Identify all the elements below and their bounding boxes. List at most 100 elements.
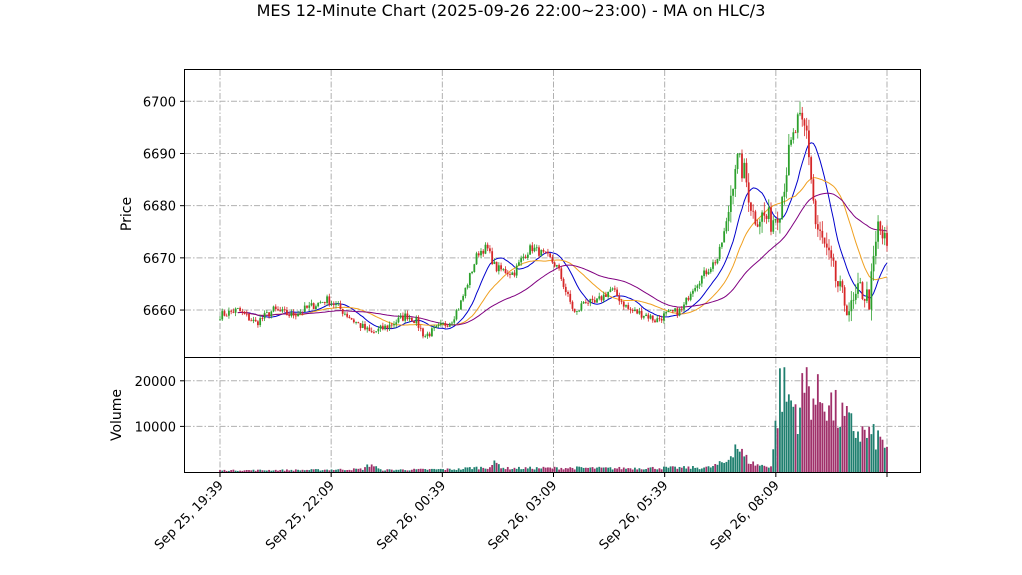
volume-bar-49	[328, 470, 331, 472]
volume-tick-label-10000: 10000	[135, 420, 176, 435]
candle-body-132	[513, 272, 516, 276]
ma-slow-line	[237, 192, 888, 326]
candle-body-121	[489, 248, 491, 252]
volume-bar-181	[622, 467, 625, 472]
volume-bar-160	[576, 466, 578, 472]
volume-bar-175	[609, 467, 612, 472]
volume-bar-298	[883, 447, 886, 472]
candle-body-88	[415, 317, 418, 324]
candle-body-39	[306, 305, 308, 308]
candle-body-54	[339, 303, 342, 309]
volume-bar-266	[812, 398, 815, 472]
candle-body-283	[850, 300, 853, 312]
volume-bar-100	[442, 469, 444, 472]
volume-bar-66	[366, 464, 369, 472]
volume-bar-284	[852, 431, 855, 472]
volume-bar-67	[368, 466, 371, 472]
volume-bar-149	[551, 468, 554, 472]
volume-bar-241	[756, 464, 759, 472]
candle-body-138	[526, 254, 529, 258]
candle-body-241	[756, 224, 759, 227]
candle-body-97	[435, 325, 438, 328]
candle-body-193	[649, 315, 652, 319]
volume-bar-285	[854, 437, 857, 472]
volume-bar-297	[881, 439, 884, 472]
volume-bar-96	[433, 468, 436, 472]
candle-body-185	[631, 309, 634, 312]
volume-bar-203	[671, 466, 674, 472]
x-tick-label-3: Sep 26, 03:09	[485, 478, 560, 553]
chart-title: MES 12-Minute Chart (2025-09-26 22:00~23…	[257, 1, 766, 20]
price-tick-label-6690: 6690	[143, 147, 176, 162]
candle-body-10	[241, 311, 244, 313]
volume-bar-236	[745, 454, 748, 472]
candle-body-118	[482, 250, 485, 254]
candle-body-126	[500, 265, 502, 270]
candle-body-278	[839, 281, 842, 287]
volume-bar-209	[685, 468, 688, 472]
candle-body-251	[779, 218, 781, 223]
volume-bar-125	[497, 464, 500, 472]
volume-bar-170	[598, 466, 601, 472]
candle-body-96	[433, 327, 436, 329]
candle-body-254	[785, 175, 788, 192]
candle-body-179	[618, 296, 621, 302]
volume-bar-41	[310, 469, 313, 472]
volume-bar-190	[642, 469, 645, 472]
price-axis-label: Price	[119, 197, 135, 231]
candle-body-140	[531, 245, 534, 252]
volume-bar-156	[567, 468, 569, 472]
volume-bar-193	[649, 467, 652, 472]
volume-bar-250	[776, 428, 779, 472]
candle-body-270	[821, 230, 824, 238]
candle-body-292	[870, 271, 873, 310]
candle-body-181	[622, 301, 625, 307]
candle-body-61	[355, 322, 357, 323]
candle-body-202	[669, 310, 672, 311]
candle-body-178	[616, 289, 618, 297]
volume-bar-104	[451, 469, 453, 472]
volume-bar-238	[750, 464, 752, 472]
candle-body-33	[292, 312, 295, 316]
volume-bar-246	[767, 467, 770, 472]
candle-body-172	[602, 294, 605, 301]
volume-bar-62	[357, 468, 360, 472]
candle-body-257	[792, 132, 795, 140]
volume-bar-183	[627, 468, 630, 472]
candle-body-26	[277, 309, 279, 311]
volume-bar-223	[716, 464, 719, 472]
volume-bar-277	[837, 427, 839, 472]
candle-body-184	[629, 308, 632, 310]
candle-body-153	[560, 268, 563, 280]
candle-body-250	[776, 218, 779, 223]
candle-body-112	[468, 273, 471, 286]
candle-body-192	[647, 314, 650, 319]
volume-bar-287	[859, 441, 862, 472]
volume-bar-177	[613, 468, 616, 472]
volume-bar-151	[555, 467, 558, 472]
volume-bar-102	[446, 468, 449, 472]
volume-bar-207	[680, 467, 683, 472]
candle-body-60	[352, 319, 355, 323]
candle-body-143	[538, 247, 540, 256]
volume-bar-228	[727, 459, 730, 472]
volume-bar-11	[243, 470, 246, 472]
candle-body-65	[364, 323, 366, 330]
volume-bar-92	[424, 469, 427, 472]
candle-body-219	[707, 272, 710, 275]
candle-body-286	[857, 283, 859, 294]
volume-bar-131	[511, 469, 514, 472]
volume-bar-101	[444, 469, 447, 472]
candle-body-100	[442, 323, 444, 324]
candle-body-284	[852, 299, 855, 301]
volume-bar-264	[808, 386, 810, 472]
candle-body-21	[265, 312, 268, 314]
candle-body-230	[732, 188, 734, 196]
volume-bar-87	[413, 468, 415, 472]
candle-body-129	[506, 273, 509, 275]
volume-bar-3	[225, 470, 228, 472]
candle-body-122	[491, 251, 494, 264]
volume-bar-279	[841, 402, 844, 472]
candle-body-238	[750, 202, 752, 211]
candle-body-191	[645, 314, 647, 317]
